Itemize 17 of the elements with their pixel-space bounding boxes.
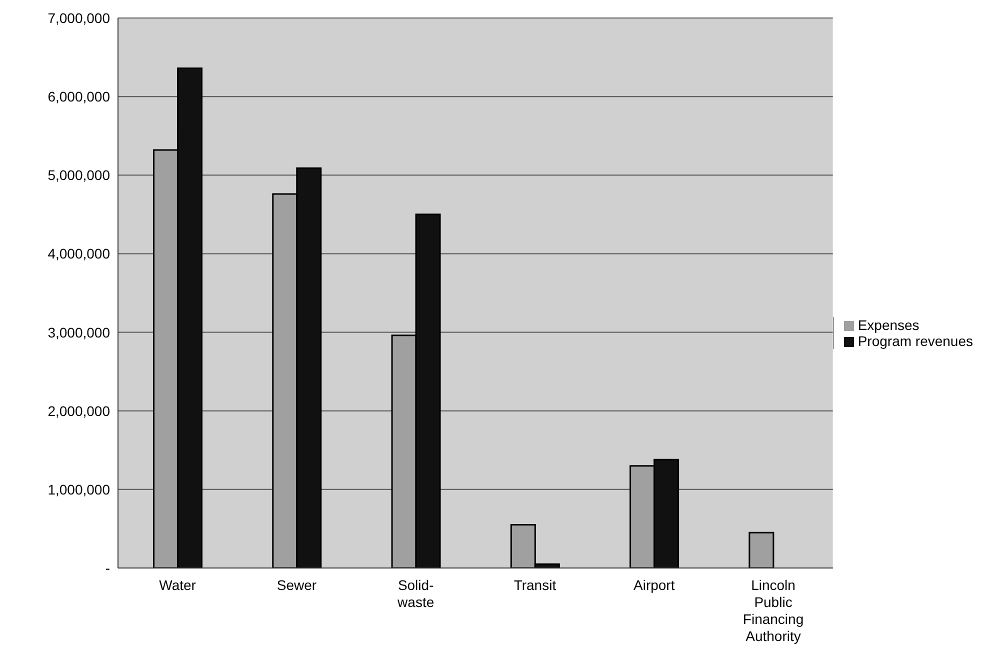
x-tick-label: Transit (514, 577, 556, 593)
x-tick-label: Airport (634, 577, 675, 593)
bar (748, 532, 774, 568)
y-tick-label: 6,000,000 (48, 88, 110, 105)
y-tick-label: 5,000,000 (48, 167, 110, 184)
y-tick-label: 7,000,000 (48, 10, 110, 26)
y-tick-label: 4,000,000 (48, 246, 110, 262)
y-tick-label: 3,000,000 (48, 324, 110, 340)
legend-label: Program revenues (858, 333, 973, 349)
x-tick-label: Solid-waste (396, 577, 434, 610)
y-tick-label: 1,000,000 (48, 481, 110, 498)
x-tick-label: Sewer (276, 577, 317, 593)
y-tick-label: - (105, 560, 110, 576)
legend-label: Expenses (858, 317, 920, 333)
x-tick-label: Lincoln Public Financing Authority (742, 577, 804, 644)
x-tick-label: Water (159, 577, 196, 593)
y-tick-label: 2,000,000 (48, 402, 110, 419)
